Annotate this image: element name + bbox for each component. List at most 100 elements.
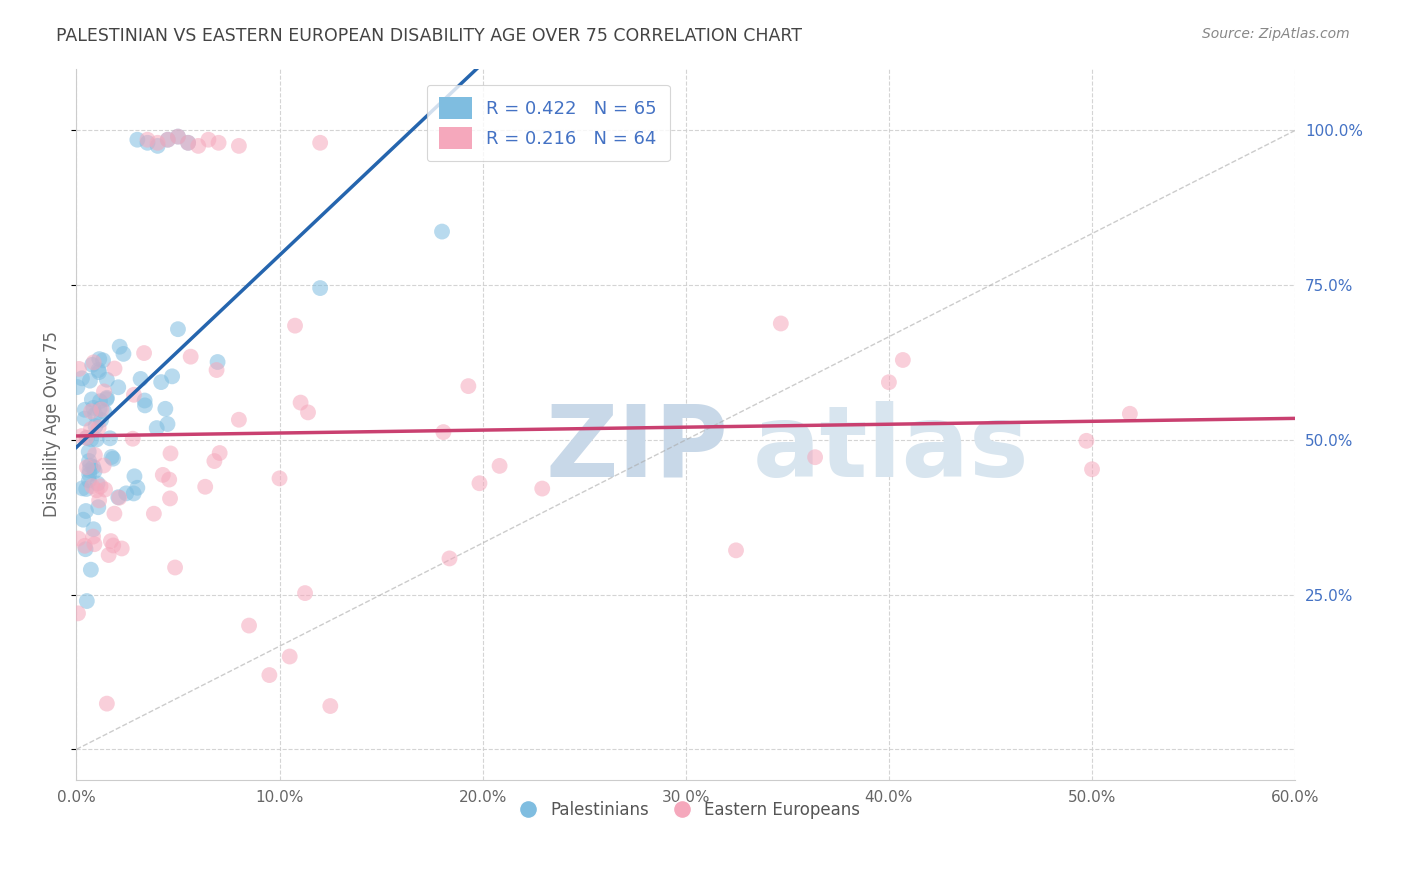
Point bbox=[87, 365, 110, 379]
Point bbox=[156, 133, 179, 147]
Point bbox=[142, 507, 165, 521]
Point bbox=[76, 460, 98, 475]
Point bbox=[180, 350, 202, 364]
Point bbox=[80, 404, 103, 418]
Point bbox=[77, 454, 100, 468]
Point bbox=[72, 513, 94, 527]
Point bbox=[84, 408, 107, 422]
Point bbox=[127, 481, 149, 495]
Point bbox=[155, 401, 177, 416]
Point bbox=[278, 649, 301, 664]
Point bbox=[1119, 407, 1142, 421]
Point bbox=[103, 361, 125, 376]
Text: Source: ZipAtlas.com: Source: ZipAtlas.com bbox=[1202, 27, 1350, 41]
Point bbox=[103, 507, 125, 521]
Point bbox=[319, 699, 342, 714]
Point bbox=[79, 458, 101, 473]
Point bbox=[531, 482, 554, 496]
Point bbox=[97, 548, 120, 562]
Point bbox=[136, 133, 159, 147]
Point bbox=[75, 542, 97, 557]
Point bbox=[96, 392, 118, 406]
Point bbox=[89, 352, 111, 367]
Point bbox=[228, 413, 250, 427]
Point bbox=[89, 479, 111, 493]
Point bbox=[1076, 434, 1098, 448]
Point bbox=[84, 419, 107, 434]
Point bbox=[89, 493, 111, 508]
Point bbox=[96, 373, 118, 387]
Point bbox=[877, 375, 900, 389]
Point bbox=[77, 467, 100, 482]
Point bbox=[76, 594, 98, 608]
Point bbox=[75, 431, 97, 445]
Point bbox=[107, 490, 129, 504]
Point bbox=[202, 454, 225, 468]
Point bbox=[468, 476, 491, 491]
Point bbox=[96, 391, 118, 405]
Point bbox=[96, 697, 118, 711]
Point bbox=[891, 353, 914, 368]
Point bbox=[167, 129, 190, 144]
Point bbox=[75, 482, 97, 496]
Point bbox=[83, 464, 105, 478]
Point bbox=[430, 225, 453, 239]
Point bbox=[67, 532, 90, 546]
Point bbox=[177, 136, 200, 150]
Point bbox=[100, 450, 122, 464]
Point bbox=[90, 402, 112, 417]
Point bbox=[208, 446, 231, 460]
Point bbox=[83, 355, 105, 369]
Point bbox=[77, 444, 100, 458]
Point bbox=[91, 353, 114, 368]
Point bbox=[82, 479, 104, 493]
Point bbox=[73, 539, 96, 553]
Point bbox=[80, 392, 103, 407]
Point bbox=[297, 405, 319, 419]
Point bbox=[112, 347, 135, 361]
Point bbox=[127, 133, 149, 147]
Point bbox=[132, 346, 155, 360]
Point bbox=[187, 139, 209, 153]
Text: atlas: atlas bbox=[752, 401, 1029, 498]
Point bbox=[83, 537, 105, 551]
Point bbox=[80, 422, 103, 436]
Point bbox=[136, 136, 159, 150]
Point bbox=[205, 363, 228, 377]
Point bbox=[108, 491, 131, 505]
Point bbox=[70, 371, 93, 385]
Point bbox=[89, 394, 111, 409]
Point bbox=[167, 322, 190, 336]
Point bbox=[77, 474, 100, 488]
Point bbox=[167, 129, 190, 144]
Point bbox=[290, 395, 312, 409]
Point bbox=[146, 139, 169, 153]
Point bbox=[103, 539, 125, 553]
Point bbox=[309, 281, 332, 295]
Point bbox=[122, 388, 145, 402]
Point bbox=[93, 384, 115, 399]
Point bbox=[72, 481, 94, 495]
Point bbox=[197, 133, 219, 147]
Point bbox=[107, 380, 129, 394]
Point bbox=[769, 317, 792, 331]
Point bbox=[207, 355, 229, 369]
Point bbox=[294, 586, 316, 600]
Point bbox=[207, 136, 229, 150]
Point bbox=[150, 375, 173, 389]
Point bbox=[86, 483, 108, 498]
Point bbox=[228, 139, 250, 153]
Point bbox=[804, 450, 827, 465]
Point bbox=[165, 560, 187, 574]
Point bbox=[86, 476, 108, 491]
Text: ZIP: ZIP bbox=[546, 401, 728, 498]
Point bbox=[152, 467, 174, 482]
Point bbox=[488, 458, 510, 473]
Point bbox=[439, 551, 461, 566]
Point bbox=[124, 469, 146, 483]
Point bbox=[66, 380, 89, 394]
Point bbox=[115, 486, 138, 500]
Y-axis label: Disability Age Over 75: Disability Age Over 75 bbox=[44, 332, 60, 517]
Point bbox=[1081, 462, 1104, 476]
Point bbox=[159, 491, 181, 506]
